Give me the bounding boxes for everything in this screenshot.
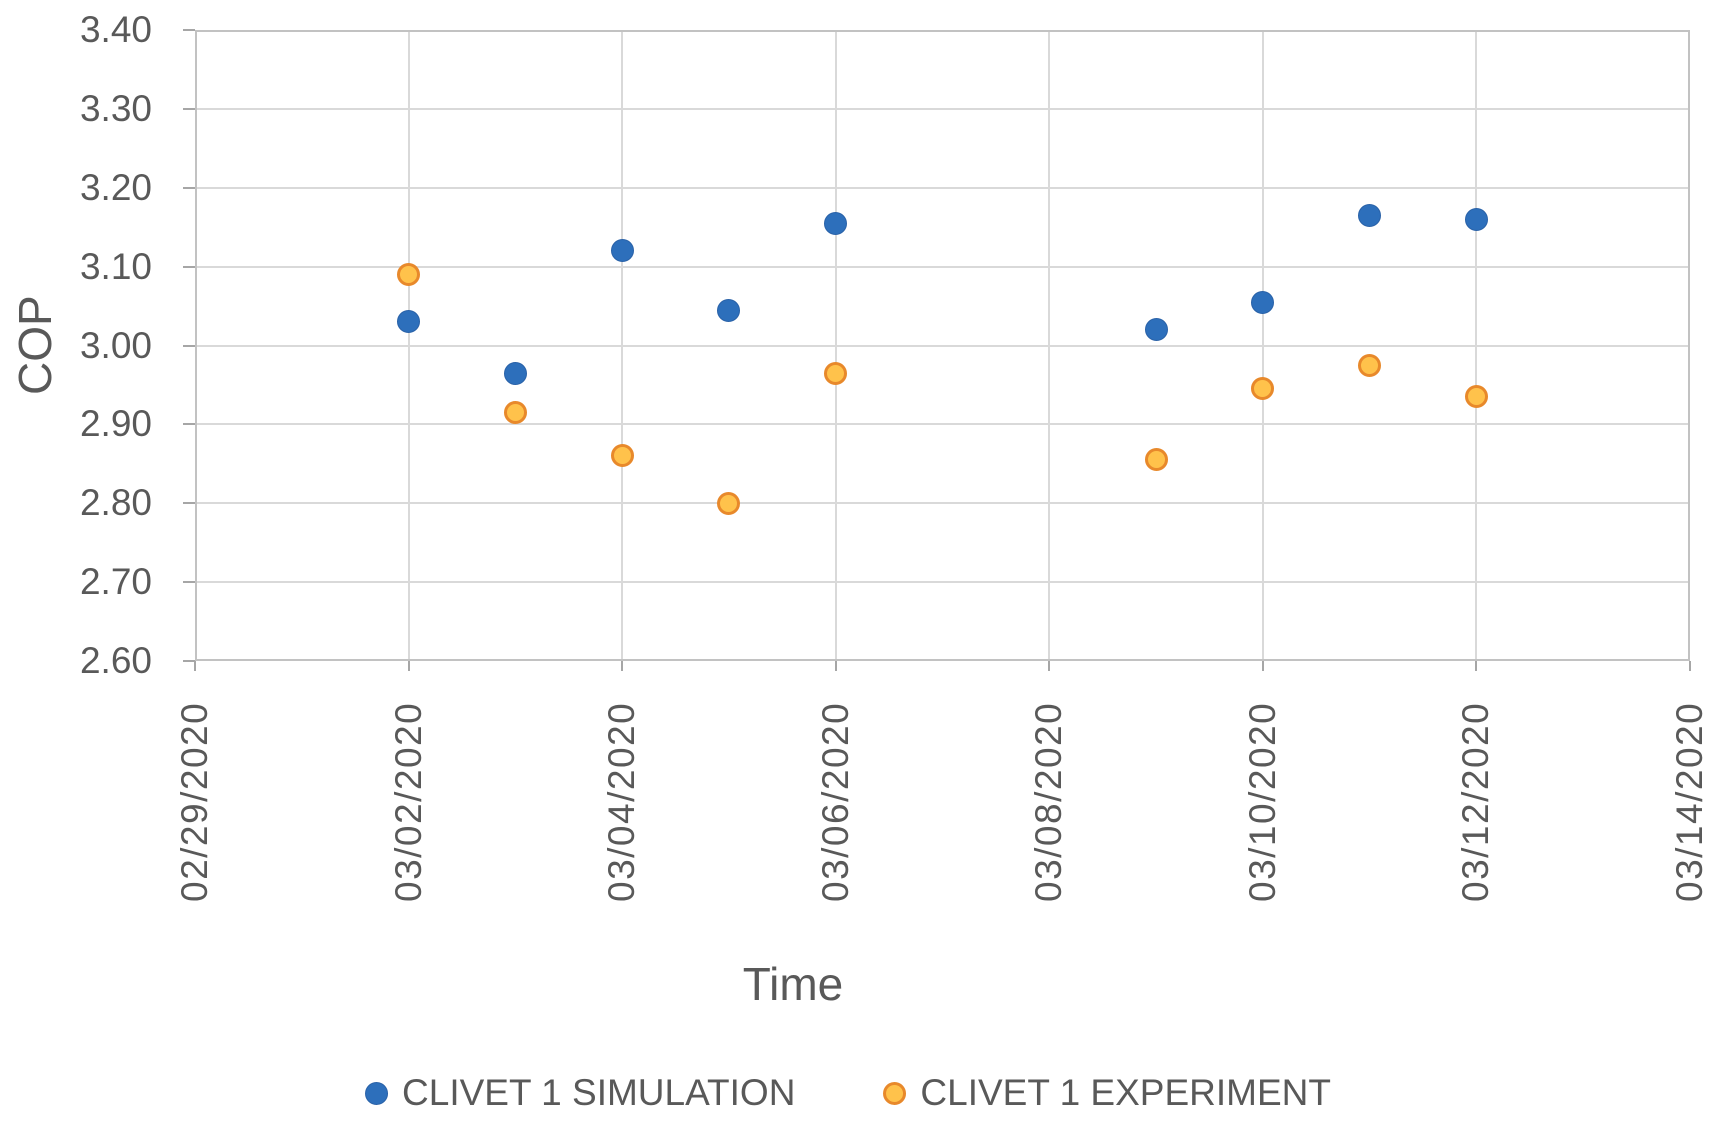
y-tick-label-2-80: 2.80 (79, 482, 152, 524)
gridline-vertical (1048, 32, 1051, 659)
legend-label-experiment: CLIVET 1 EXPERIMENT (920, 1072, 1331, 1113)
y-axis-tick-mark (183, 581, 195, 584)
y-axis-tick-mark (183, 29, 195, 31)
x-tick-label-03-10-2020: 03/10/2020 (1241, 701, 1283, 902)
experiment-marker-icon (883, 1081, 907, 1105)
point-clivet-1-experiment-03-03-2020 (503, 401, 527, 425)
x-tick-label-03-06-2020: 03/06/2020 (814, 701, 856, 902)
point-clivet-1-simulation-03-11-2020 (1358, 203, 1382, 227)
point-clivet-1-experiment-03-05-2020 (717, 491, 741, 515)
point-clivet-1-experiment-03-11-2020 (1358, 353, 1382, 377)
simulation-marker-icon (365, 1081, 389, 1105)
x-tick-label-03-02-2020: 03/02/2020 (387, 701, 429, 902)
gridline-vertical (1261, 32, 1264, 659)
y-tick-label-3-10: 3.10 (79, 245, 152, 287)
point-clivet-1-simulation-03-02-2020 (397, 310, 421, 334)
y-tick-label-2-60: 2.60 (79, 640, 152, 681)
gridline-horizontal (197, 186, 1688, 189)
x-axis-tick-mark (1261, 661, 1264, 671)
x-axis-tick-mark (1048, 661, 1051, 671)
y-axis-tick-mark (183, 265, 195, 268)
gridline-vertical (621, 32, 624, 659)
y-axis-tick-mark (183, 186, 195, 189)
point-clivet-1-simulation-03-05-2020 (717, 298, 741, 322)
gridline-horizontal (197, 423, 1688, 426)
x-tick-label-03-12-2020: 03/12/2020 (1455, 701, 1497, 902)
gridline-horizontal (197, 344, 1688, 347)
y-axis-tick-mark (183, 502, 195, 505)
y-tick-label-2-90: 2.90 (79, 403, 152, 445)
point-clivet-1-experiment-03-09-2020 (1144, 448, 1168, 472)
x-axis-tick-mark (834, 661, 837, 671)
legend-label-simulation: CLIVET 1 SIMULATION (402, 1072, 796, 1113)
x-axis-tick-mark (1475, 661, 1478, 671)
legend-item-simulation: CLIVET 1 SIMULATION (365, 1072, 795, 1114)
gridline-vertical (407, 32, 410, 659)
gridline-horizontal (197, 502, 1688, 505)
x-axis-tick-mark (407, 661, 410, 671)
point-clivet-1-simulation-03-12-2020 (1464, 207, 1488, 231)
x-tick-label-03-04-2020: 03/04/2020 (601, 701, 643, 902)
x-axis-tick-mark (1689, 661, 1691, 671)
y-axis-tick-mark (183, 107, 195, 110)
x-tick-label-02-29-2020: 02/29/2020 (174, 701, 215, 902)
point-clivet-1-experiment-03-04-2020 (610, 444, 634, 468)
point-clivet-1-simulation-03-10-2020 (1251, 290, 1275, 314)
y-axis-tick-mark (183, 423, 195, 426)
y-tick-label-2-70: 2.70 (79, 561, 152, 603)
gridline-vertical (834, 32, 837, 659)
y-tick-label-3-30: 3.30 (79, 87, 152, 129)
y-tick-label-3-00: 3.00 (79, 324, 152, 366)
point-clivet-1-experiment-03-10-2020 (1251, 377, 1275, 401)
y-tick-label-3-20: 3.20 (79, 166, 152, 208)
x-axis-tick-mark (621, 661, 624, 671)
gridline-horizontal (197, 581, 1688, 584)
point-clivet-1-experiment-03-02-2020 (397, 263, 421, 286)
x-axis-title: Time (742, 958, 844, 1010)
point-clivet-1-experiment-03-12-2020 (1464, 385, 1488, 409)
x-tick-label-03-08-2020: 03/08/2020 (1028, 701, 1070, 902)
point-clivet-1-simulation-03-06-2020 (824, 211, 848, 235)
gridline-horizontal (197, 265, 1688, 268)
x-axis-tick-mark (194, 661, 196, 671)
point-clivet-1-experiment-03-06-2020 (824, 361, 848, 385)
x-tick-label-03-14-2020: 03/14/2020 (1669, 701, 1710, 902)
y-axis-tick-mark (183, 660, 195, 662)
y-tick-label-3-40: 3.40 (79, 9, 152, 50)
gridline-horizontal (197, 107, 1688, 110)
point-clivet-1-simulation-03-04-2020 (610, 239, 634, 263)
legend: CLIVET 1 SIMULATION CLIVET 1 EXPERIMENT (365, 1072, 1331, 1114)
point-clivet-1-simulation-03-09-2020 (1144, 318, 1168, 342)
gridline-vertical (1475, 32, 1478, 659)
point-clivet-1-simulation-03-03-2020 (503, 361, 527, 385)
legend-item-experiment: CLIVET 1 EXPERIMENT (883, 1072, 1331, 1114)
y-axis-tick-mark (183, 344, 195, 347)
